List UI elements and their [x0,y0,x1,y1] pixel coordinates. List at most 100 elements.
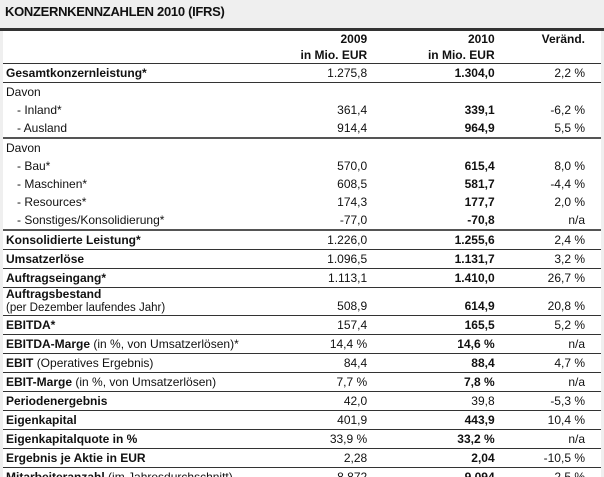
row-label: - Inland* [17,102,62,117]
header-unit-row: in Mio. EUR in Mio. EUR [3,47,601,64]
value-2009 [297,137,412,157]
header-unit-2009: in Mio. EUR [300,48,368,62]
value-change: 3,2 % [538,249,601,269]
value-change: 8,0 % [554,158,585,173]
row-label-cell: EBIT (Operatives Ergebnis) [3,353,298,373]
row-label: - Sonstiges/Konsolidierung* [17,212,165,227]
value-2010: 33,2 % [411,429,539,449]
value-change: n/a [538,372,601,392]
value-2009 [297,82,412,101]
value-2010: 39,8 [411,391,539,411]
value-change: 4,7 % [538,353,601,373]
header-2010: 2010 [467,32,495,46]
value-2010: 964,9 [464,120,495,135]
value-2010 [411,137,539,157]
value-change: -4,4 % [550,176,585,191]
value-2009: 33,9 % [297,429,412,449]
page-title: KONZERNKENNZAHLEN 2010 (IFRS) [0,0,604,31]
row-label-cell: Davon [3,137,298,157]
value-change: 26,7 % [538,268,601,288]
value-2009: 174,3 [337,194,368,209]
table-row: - Resources* 174,3 177,7 2,0 % [3,193,601,211]
row-label: EBIT-Marge [6,374,73,389]
row-note: (in %, von Umsatzerlösen) [75,374,217,389]
row-label-cell: - Ausland [3,119,298,138]
row-label-cell: - Bau* [3,157,298,175]
value-2010: 9.094 [411,467,539,477]
table-row: Gesamtkonzernleistung* 1.275,8 1.304,0 2,2 … [3,63,601,83]
table-row: Auftragsbestand (per Dezember laufendes J… [3,287,601,316]
value-change: 2,2 % [538,63,601,83]
value-2010: 615,4 [464,158,495,173]
row-label: Mitarbeiteranzahl [6,469,105,477]
row-label: EBITDA* [6,317,56,332]
value-2010 [411,82,539,101]
row-label-cell: Konsolidierte Leistung* [3,229,298,250]
value-2010: 1.131,7 [411,249,539,269]
value-2010: 443,9 [411,410,539,430]
table-row: - Ausland 914,4 964,9 5,5 % [3,119,601,138]
row-label: - Maschinen* [17,176,88,191]
value-2009: 1.275,8 [297,63,412,83]
value-2010: 14,6 % [411,334,539,354]
value-2010: 1.255,6 [411,229,539,250]
table-row: EBIT (Operatives Ergebnis) 84,4 88,4 4,7 % [3,353,601,373]
row-note: (per Dezember laufendes Jahr) [6,302,166,314]
row-label-cell: Eigenkapital [3,410,298,430]
row-label-cell: Ergebnis je Aktie in EUR [3,448,298,468]
table-row: Davon [3,137,601,157]
table-row: Ergebnis je Aktie in EUR 2,28 2,04 -10,5 % [3,448,601,468]
value-2009: 914,4 [337,120,368,135]
table-row: Periodenergebnis 42,0 39,8 -5,3 % [3,391,601,411]
value-change: 5,5 % [554,120,585,135]
table-row: Eigenkapitalquote in % 33,9 % 33,2 % n/a [3,429,601,449]
row-label-cell: Eigenkapitalquote in % [3,429,298,449]
value-2010: 339,1 [464,102,495,117]
row-label-cell: Mitarbeiteranzahl (im Jahresdurchschnitt… [3,467,298,477]
row-label: Eigenkapital [6,412,77,427]
value-change: 10,4 % [538,410,601,430]
value-2010: 88,4 [411,353,539,373]
row-note: (in %, von Umsatzerlösen)* [93,336,239,351]
value-2010: 7,8 % [411,372,539,392]
value-2009: 361,4 [337,102,368,117]
header-change: Veränd. [541,32,585,46]
row-label-cell: Auftragsbestand (per Dezember laufendes J… [3,287,298,316]
row-label-cell: - Maschinen* [3,175,298,193]
row-note: (im Jahresdurchschnitt) [108,469,233,477]
row-label: Umsatzerlöse [6,251,85,266]
value-2009: 14,4 % [297,334,412,354]
value-change: -6,2 % [550,102,585,117]
row-label-cell: - Resources* [3,193,298,211]
row-label-cell: Auftragseingang* [3,268,298,288]
value-change: 2,0 % [554,194,585,209]
value-2010: 177,7 [464,194,495,209]
row-label: Konsolidierte Leistung* [6,232,141,247]
table-row: Auftragseingang* 1.113,1 1.410,0 26,7 % [3,268,601,288]
table-row: Davon [3,82,601,101]
value-2009: 1.113,1 [297,268,412,288]
value-change: 2,5 % [538,467,601,477]
table-row: - Maschinen* 608,5 581,7 -4,4 % [3,175,601,193]
row-label: Auftragsbestand [6,287,102,301]
value-2009: 1.226,0 [297,229,412,250]
value-change: -10,5 % [538,448,601,468]
table-row: EBITDA-Marge (in %, von Umsatzerlösen)* 1… [3,334,601,354]
value-2009: 608,5 [337,176,368,191]
value-change: 5,2 % [538,315,601,335]
value-2009: 2,28 [297,448,412,468]
value-change: 20,8 % [538,287,601,316]
value-2010: 581,7 [464,176,495,191]
value-2009: -77,0 [339,212,368,227]
row-label: Periodenergebnis [6,393,108,408]
value-2009: 42,0 [297,391,412,411]
table-row: - Bau* 570,0 615,4 8,0 % [3,157,601,175]
row-label: Eigenkapitalquote in % [6,431,138,446]
table-row: EBIT-Marge (in %, von Umsatzerlösen) 7,7 … [3,372,601,392]
table-row: Eigenkapital 401,9 443,9 10,4 % [3,410,601,430]
row-label: Davon [6,140,41,155]
header-unit-2010: in Mio. EUR [427,48,495,62]
value-2010: 2,04 [411,448,539,468]
row-label-cell: Gesamtkonzernleistung* [3,63,298,83]
row-label: Ergebnis je Aktie in EUR [6,450,146,465]
